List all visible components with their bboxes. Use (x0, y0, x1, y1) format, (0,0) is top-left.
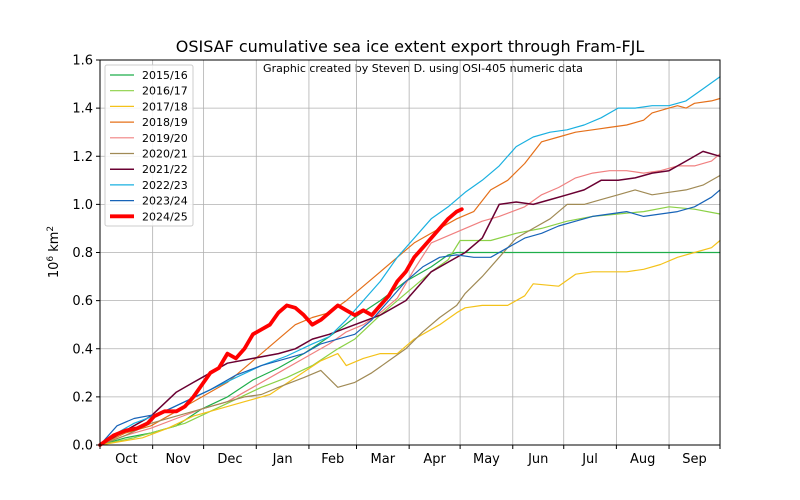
chart-subtitle: Graphic created by Steven D. using OSI-4… (263, 62, 583, 75)
legend-label-2019-20: 2019/20 (142, 132, 188, 145)
y-tick-label: 0.2 (72, 390, 93, 405)
y-axis-label: 106 km2 (46, 226, 62, 278)
y-tick-label: 0.4 (72, 342, 93, 357)
x-tick-label-jul: Jul (581, 452, 598, 467)
x-tick-label-nov: Nov (165, 452, 191, 467)
series-line-2024-25 (98, 207, 464, 447)
series-line-2019-20 (99, 153, 721, 446)
y-tick-label: 0.8 (72, 246, 93, 261)
x-tick-label-may: May (473, 452, 500, 467)
x-tick-label-aug: Aug (630, 452, 655, 467)
y-axis-ticks: 0.0 0.2 0.4 0.6 0.8 1.0 1.2 1.4 1.6 (72, 54, 100, 454)
y-tick-label: 1.2 (72, 150, 93, 165)
x-tick-label-feb: Feb (321, 452, 344, 467)
x-tick-label-dec: Dec (217, 452, 242, 467)
chart-title: OSISAF cumulative sea ice extent export … (176, 37, 645, 56)
legend-label-2020-21: 2020/21 (142, 148, 188, 161)
series-line-2018-19 (99, 97, 721, 446)
series-line-2017-18 (99, 239, 721, 446)
legend-label-2017-18: 2017/18 (142, 100, 188, 113)
series-line-2022-23 (99, 76, 721, 446)
x-tick-label-sep: Sep (682, 452, 707, 467)
x-tick-label-oct: Oct (115, 452, 137, 467)
legend: 2015/16 2016/17 2017/18 2018/19 2019/20 2020/… (104, 64, 194, 227)
y-tick-label: 0.6 (72, 294, 93, 309)
y-tick-label: 1.4 (72, 102, 93, 117)
legend-box (104, 64, 194, 227)
y-tick-label: 1.6 (72, 54, 93, 69)
legend-label-2021-22: 2021/22 (142, 163, 188, 176)
y-tick-label: 1.0 (72, 198, 93, 213)
x-axis-ticks: Oct Nov Dec Jan Feb Mar Apr May Jun Jul Aug Sep (99, 445, 721, 467)
series-lines (98, 76, 721, 447)
series-line-2020-21 (99, 174, 721, 446)
legend-label-2024-25: 2024/25 (142, 210, 188, 223)
legend-label-2022-23: 2022/23 (142, 179, 188, 192)
x-tick-label-mar: Mar (371, 452, 396, 467)
y-tick-label: 0.0 (72, 439, 93, 454)
x-tick-label-jun: Jun (527, 452, 548, 467)
legend-label-2016-17: 2016/17 (142, 85, 188, 98)
x-tick-label-jan: Jan (272, 452, 293, 467)
series-line-2023-24 (99, 189, 721, 446)
legend-label-2018-19: 2018/19 (142, 116, 188, 129)
legend-label-2015-16: 2015/16 (142, 69, 188, 82)
series-line-2016-17 (99, 206, 721, 446)
x-tick-label-apr: Apr (423, 452, 446, 467)
legend-label-2023-24: 2023/24 (142, 195, 188, 208)
